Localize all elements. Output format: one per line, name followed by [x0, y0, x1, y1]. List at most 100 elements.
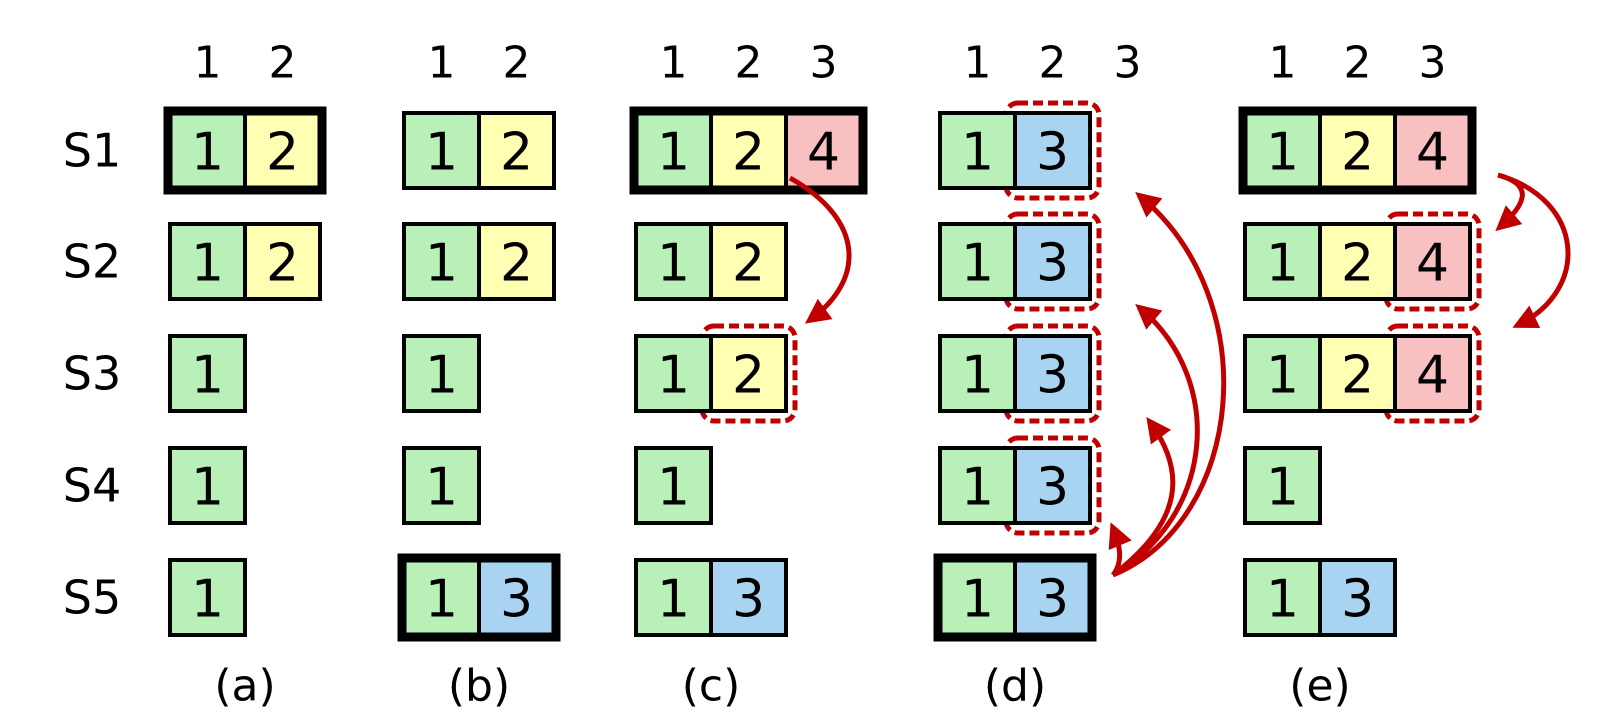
- log-entry-term: 2: [732, 346, 765, 406]
- log-entry: [402, 334, 481, 413]
- log-entry-term: 1: [1266, 234, 1299, 294]
- log-entry-term: 4: [1416, 346, 1449, 406]
- log-entry-term: 1: [657, 346, 690, 406]
- log-entry-term: 3: [1036, 346, 1069, 406]
- log-entry: [709, 558, 788, 637]
- log-entry-term: 1: [657, 570, 690, 630]
- log-entry-term: 3: [732, 570, 765, 630]
- log-entry-term: 3: [1036, 458, 1069, 518]
- log-entry-term: 3: [500, 570, 533, 630]
- log-entry: [1318, 222, 1397, 301]
- log-entry: [402, 111, 481, 190]
- log-entry: [709, 111, 788, 190]
- log-entry-term: 2: [266, 123, 299, 183]
- log-entry-term: 1: [961, 346, 994, 406]
- log-entry-term: 1: [961, 234, 994, 294]
- log-entry: [1013, 111, 1092, 190]
- server-label-s1: S1: [63, 124, 121, 178]
- panel-5: 1 2 31 2 41 2 41 2 411 3(e): [1238, 38, 1482, 712]
- log-entry: [1393, 334, 1472, 413]
- server-label-s5: S5: [63, 571, 121, 625]
- log-entry-term: 2: [266, 234, 299, 294]
- log-s3: 1: [168, 334, 247, 413]
- log-entry: [1243, 446, 1322, 525]
- log-index-header: 3: [1114, 38, 1142, 89]
- log-entry: [1318, 111, 1397, 190]
- log-entry: [634, 222, 713, 301]
- replication-arrow: [1497, 172, 1571, 329]
- replication-arrow: [1111, 416, 1176, 577]
- log-entry: [402, 222, 481, 301]
- log-entry-term: 1: [191, 346, 224, 406]
- log-index-header: 3: [1419, 38, 1447, 89]
- log-entry-term: 1: [425, 346, 458, 406]
- log-entry-term: 1: [425, 234, 458, 294]
- log-entry: [1393, 111, 1472, 190]
- log-entry: [243, 222, 322, 301]
- log-index-header: 1: [1269, 38, 1297, 89]
- log-entry: [1013, 446, 1092, 525]
- log-entry: [709, 334, 788, 413]
- log-index-header: 2: [1344, 38, 1372, 89]
- log-index-header: 2: [269, 38, 297, 89]
- log-entry-term: 2: [500, 123, 533, 183]
- log-entry: [1318, 334, 1397, 413]
- leader-outline: [397, 553, 561, 642]
- replication-arrows: [788, 172, 1571, 578]
- log-entry-term: 1: [961, 458, 994, 518]
- log-index-header: 1: [194, 38, 222, 89]
- log-entry: [168, 334, 247, 413]
- log-entry-term: 3: [1036, 570, 1069, 630]
- log-index-header: 1: [964, 38, 992, 89]
- log-entry: [1013, 334, 1092, 413]
- log-s4: 1: [402, 446, 481, 525]
- log-entry-term: 1: [657, 234, 690, 294]
- log-entry: [634, 446, 713, 525]
- panel-caption: (e): [1289, 661, 1350, 712]
- server-label-s2: S2: [63, 235, 121, 289]
- replication-arrow: [1108, 522, 1132, 577]
- log-entry: [1243, 222, 1322, 301]
- panel-caption: (b): [448, 661, 510, 712]
- log-entry-term: 2: [500, 234, 533, 294]
- log-s3: 1: [402, 334, 481, 413]
- log-s5: 1: [168, 558, 247, 637]
- replication-arrow: [788, 175, 852, 324]
- log-entry: [402, 446, 481, 525]
- server-labels: S1 S2 S3 S4 S5: [63, 124, 121, 625]
- log-entry-term: 1: [191, 570, 224, 630]
- log-entry-term: 1: [657, 123, 690, 183]
- log-entry-term: 2: [1341, 123, 1374, 183]
- server-label-s3: S3: [63, 347, 121, 401]
- log-entry: [709, 222, 788, 301]
- log-index-header: 1: [660, 38, 688, 89]
- log-entry-term: 2: [1341, 234, 1374, 294]
- log-entry-term: 1: [425, 123, 458, 183]
- log-index-header: 1: [428, 38, 456, 89]
- log-entry-term: 1: [191, 234, 224, 294]
- log-entry-term: 4: [807, 123, 840, 183]
- panel-caption: (c): [682, 661, 741, 712]
- panel-caption: (a): [214, 661, 275, 712]
- log-index-header: 2: [735, 38, 763, 89]
- replication-arrow: [1112, 191, 1227, 578]
- log-entry-term: 4: [1416, 123, 1449, 183]
- log-entry: [168, 558, 247, 637]
- log-entry-term: 2: [732, 123, 765, 183]
- log-entry: [1013, 222, 1092, 301]
- log-entry: [1393, 222, 1472, 301]
